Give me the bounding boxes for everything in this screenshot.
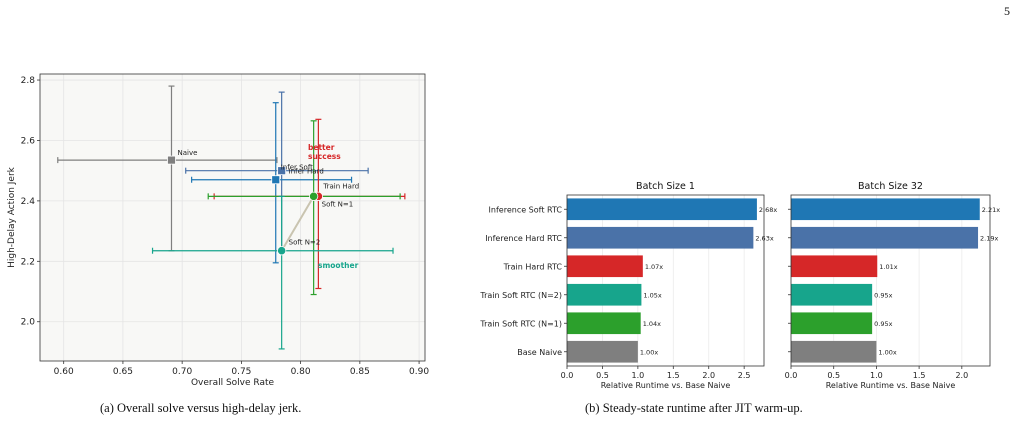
bar-inference-soft-rtc xyxy=(567,198,757,221)
x-tick-label: 2.0 xyxy=(955,371,968,380)
y-tick-label: 2.0 xyxy=(21,318,36,328)
point-label-infer-hard: Infer Hard xyxy=(289,168,324,176)
point-infer-hard xyxy=(277,166,287,176)
plot-frame xyxy=(790,194,991,367)
plot-frame xyxy=(566,194,765,367)
category-label: Train Soft RTC (N=2) xyxy=(479,291,562,300)
chart-title: Batch Size 32 xyxy=(858,181,923,192)
annotation-better: better xyxy=(308,143,335,152)
bar-inference-hard-rtc xyxy=(791,226,979,249)
bar-value-label: 0.95x xyxy=(874,320,892,328)
bar-train-soft-rtc-n-1 xyxy=(567,312,641,335)
bar-chart-batch-32: Batch Size 32 0.0 0.5 1.0 1.5 2.0 2.21x 2.19x 1.… xyxy=(785,181,1001,390)
figure-canvas: 0.60 0.65 0.70 0.75 0.80 0.85 0.90 2.0 2.2 2.4 2.6… xyxy=(7,73,1001,390)
x-tick-label: 1.0 xyxy=(870,371,883,380)
x-tick-label: 0.85 xyxy=(350,367,370,377)
x-tick-label: 0.65 xyxy=(113,367,133,377)
category-label: Train Soft RTC (N=1) xyxy=(479,319,562,328)
x-tick-label: 0.90 xyxy=(409,367,429,377)
bar-value-label: 1.00x xyxy=(878,348,896,356)
bar-train-soft-rtc-n-2 xyxy=(567,283,642,306)
bar-train-hard-rtc xyxy=(567,255,643,278)
x-axis-label: Relative Runtime vs. Base Naive xyxy=(826,381,956,390)
bar-value-label: 1.07x xyxy=(645,263,663,271)
category-label: Train Hard RTC xyxy=(503,262,563,271)
point-infer-soft xyxy=(271,175,281,185)
x-tick-label: 0.0 xyxy=(561,371,574,380)
bar-base-naive xyxy=(791,340,877,363)
bar-value-label: 1.01x xyxy=(879,263,897,271)
point-soft-n-2 xyxy=(277,246,287,256)
bar-value-label: 2.21x xyxy=(982,206,1000,214)
bar-inference-soft-rtc xyxy=(791,198,980,221)
plot-frame xyxy=(39,73,426,362)
y-tick-label: 2.8 xyxy=(21,76,36,86)
point-label-train-hard: Train Hard xyxy=(322,182,359,190)
x-tick-label: 0.5 xyxy=(596,371,609,380)
x-tick-label: 0.75 xyxy=(231,367,251,377)
x-axis-label: Relative Runtime vs. Base Naive xyxy=(601,381,731,390)
bar-value-label: 1.04x xyxy=(643,320,661,328)
bar-value-label: 2.19x xyxy=(980,234,998,242)
x-tick-label: 0.60 xyxy=(54,367,74,377)
bar-value-label: 1.00x xyxy=(640,348,658,356)
y-tick-label: 2.2 xyxy=(21,257,35,267)
y-axis-label: High-Delay Action Jerk xyxy=(7,166,17,268)
category-label: Inference Soft RTC xyxy=(489,205,563,214)
x-tick-label: 2.0 xyxy=(702,371,715,380)
annotation-success: success xyxy=(308,152,341,161)
scatter-chart: 0.60 0.65 0.70 0.75 0.80 0.85 0.90 2.0 2.2 2.4 2.6… xyxy=(7,73,429,388)
bar-value-label: 0.95x xyxy=(874,291,892,299)
point-label-soft-n-1: Soft N=1 xyxy=(322,200,354,208)
bar-value-label: 1.05x xyxy=(643,291,661,299)
bar-chart-batch-1: Batch Size 1 0.0 0.5 1.0 1.5 2.0 2.5 2.68x Infer… xyxy=(479,181,777,390)
category-label: Inference Hard RTC xyxy=(485,234,562,243)
bar-train-hard-rtc xyxy=(791,255,878,278)
point-soft-n-1 xyxy=(309,191,319,201)
point-label-soft-n-2: Soft N=2 xyxy=(289,239,321,247)
bar-train-soft-rtc-n-1 xyxy=(791,312,873,335)
x-tick-label: 0.5 xyxy=(827,371,840,380)
caption-a: (a) Overall solve versus high-delay jerk… xyxy=(100,401,302,415)
x-tick-label: 1.5 xyxy=(913,371,926,380)
bar-value-label: 2.68x xyxy=(759,206,777,214)
x-tick-label: 0.0 xyxy=(785,371,798,380)
plot-area xyxy=(40,74,425,361)
annotation-smoother: smoother xyxy=(318,261,359,270)
x-tick-label: 0.70 xyxy=(172,367,192,377)
chart-title: Batch Size 1 xyxy=(636,181,695,192)
y-tick-label: 2.4 xyxy=(21,197,36,207)
caption-b: (b) Steady-state runtime after JIT warm-… xyxy=(585,401,803,415)
x-tick-label: 2.5 xyxy=(738,371,751,380)
bar-base-naive xyxy=(567,340,638,363)
y-tick-label: 2.6 xyxy=(21,136,36,146)
point-naive xyxy=(167,155,176,165)
x-tick-label: 1.5 xyxy=(667,371,680,380)
x-axis-label: Overall Solve Rate xyxy=(191,378,275,388)
bar-value-label: 2.63x xyxy=(755,234,773,242)
bar-train-soft-rtc-n-2 xyxy=(791,283,873,306)
x-tick-label: 1.0 xyxy=(631,371,644,380)
x-tick-label: 0.80 xyxy=(291,367,311,377)
page-number: 5 xyxy=(1004,4,1010,18)
point-label-infer-soft: Infer Soft xyxy=(281,164,313,172)
bar-inference-hard-rtc xyxy=(567,226,754,249)
category-label: Base Naive xyxy=(517,348,562,357)
point-label-naive: Naive xyxy=(177,149,197,157)
